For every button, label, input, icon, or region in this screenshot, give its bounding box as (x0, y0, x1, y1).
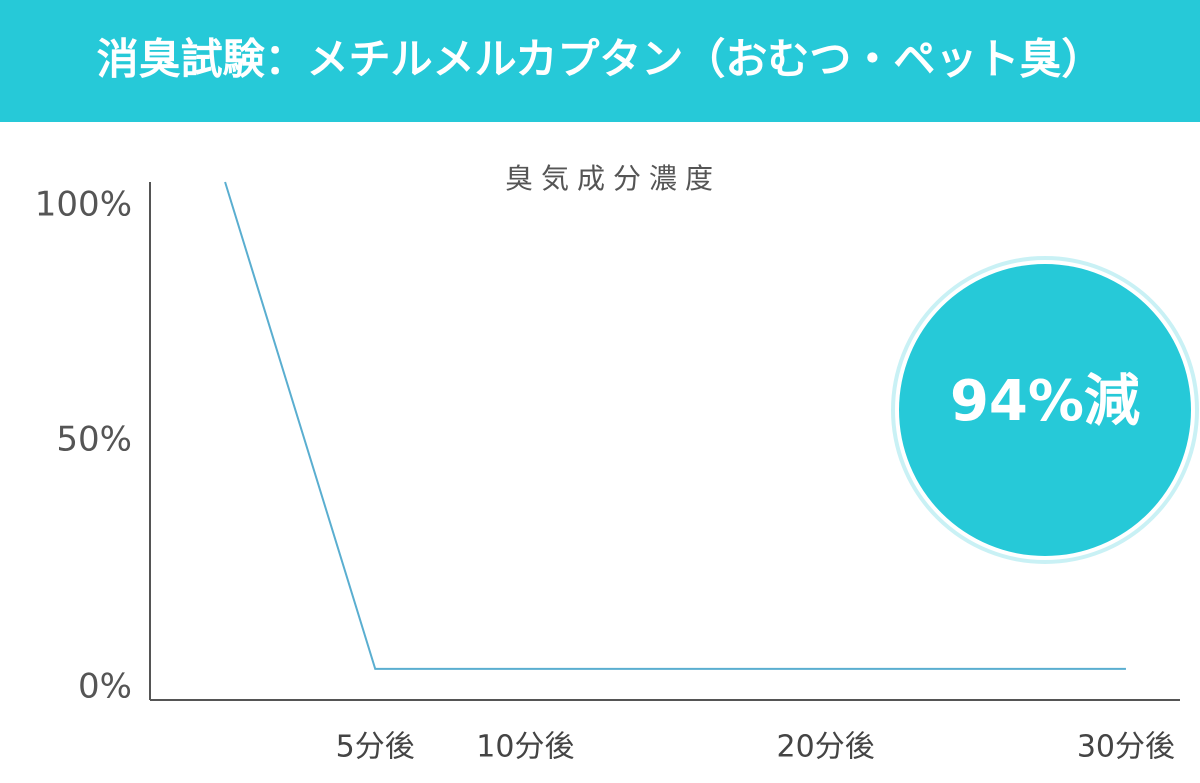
badge (899, 264, 1191, 556)
badge-ring (891, 256, 1199, 564)
x-tick-label: 20分後 (777, 730, 875, 765)
y-tick-label: 0% (78, 667, 132, 707)
chart-subtitle: 臭気成分濃度 (505, 162, 721, 195)
data-line (224, 181, 1126, 670)
x-tick-label: 5分後 (336, 730, 415, 765)
x-tick-label: 10分後 (476, 730, 574, 765)
badge-text: 94%減 (950, 369, 1140, 434)
y-tick-label: 100% (35, 185, 132, 225)
x-tick-label: 30分後 (1077, 730, 1175, 765)
chart-title: 消臭試験：メチルメルカプタン（おむつ・ペット臭） (97, 35, 1104, 84)
y-tick-label: 50% (56, 420, 132, 460)
header-band (0, 0, 1200, 122)
